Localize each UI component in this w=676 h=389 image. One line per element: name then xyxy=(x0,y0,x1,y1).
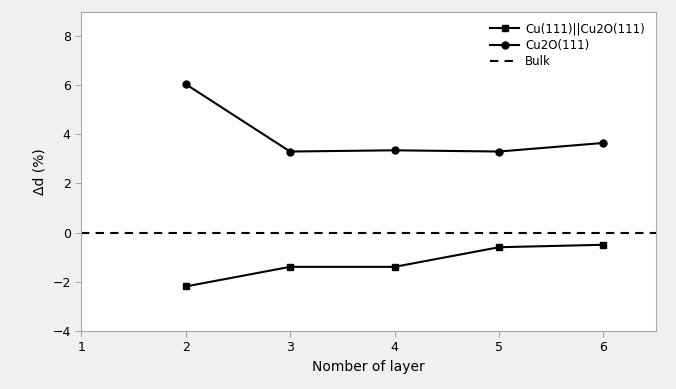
Cu2O(111) xyxy=(600,140,608,145)
Line: Cu(111)||Cu2O(111): Cu(111)||Cu2O(111) xyxy=(182,241,607,290)
Cu(111)||Cu2O(111) xyxy=(182,284,190,289)
Cu(111)||Cu2O(111) xyxy=(495,245,503,250)
Cu(111)||Cu2O(111) xyxy=(391,265,399,269)
Cu2O(111) xyxy=(286,149,294,154)
Cu(111)||Cu2O(111) xyxy=(600,242,608,247)
Cu2O(111) xyxy=(391,148,399,152)
Cu(111)||Cu2O(111) xyxy=(286,265,294,269)
X-axis label: Nomber of layer: Nomber of layer xyxy=(312,359,425,373)
Cu2O(111) xyxy=(495,149,503,154)
Line: Cu2O(111): Cu2O(111) xyxy=(182,81,607,155)
Y-axis label: Δd (%): Δd (%) xyxy=(32,148,47,194)
Legend: Cu(111)||Cu2O(111), Cu2O(111), Bulk: Cu(111)||Cu2O(111), Cu2O(111), Bulk xyxy=(485,18,650,73)
Cu2O(111) xyxy=(182,82,190,86)
